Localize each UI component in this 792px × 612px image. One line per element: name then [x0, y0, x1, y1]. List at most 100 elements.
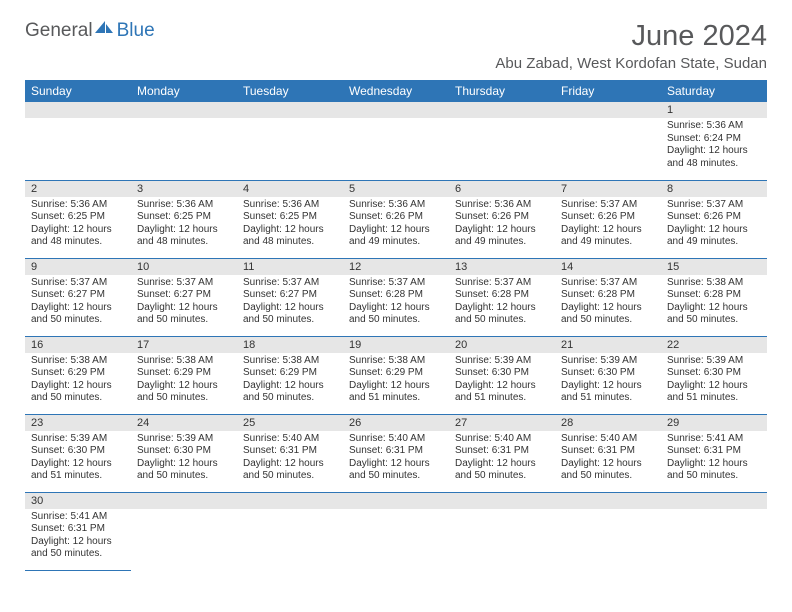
daylight-text: Daylight: 12 hours and 50 minutes. — [137, 380, 231, 405]
daylight-text: Daylight: 12 hours and 51 minutes. — [455, 380, 549, 405]
day-number: 16 — [25, 337, 131, 353]
sunset-text: Sunset: 6:25 PM — [243, 211, 337, 224]
calendar-day-cell: 23 Sunrise: 5:39 AMSunset: 6:30 PMDayligh… — [25, 414, 131, 492]
calendar-day-cell: 27Sunrise: 5:40 AMSunset: 6:31 PMDayligh… — [449, 414, 555, 492]
calendar-day-cell — [131, 102, 237, 180]
calendar-day-cell: 22Sunrise: 5:39 AMSunset: 6:30 PMDayligh… — [661, 336, 767, 414]
calendar-week-row: 1Sunrise: 5:36 AMSunset: 6:24 PMDaylight… — [25, 102, 767, 180]
day-number: 2 — [25, 181, 131, 197]
sunrise-text: Sunrise: 5:40 AM — [349, 433, 443, 446]
calendar-day-cell: 8Sunrise: 5:37 AMSunset: 6:26 PMDaylight… — [661, 180, 767, 258]
empty-day-header — [131, 102, 237, 118]
sunset-text: Sunset: 6:30 PM — [667, 367, 761, 380]
day-details: Sunrise: 5:40 AMSunset: 6:31 PMDaylight:… — [237, 431, 343, 487]
empty-day-header — [25, 102, 131, 118]
calendar-day-cell — [131, 492, 237, 570]
daylight-text: Daylight: 12 hours and 50 minutes. — [561, 458, 655, 483]
daylight-text: Daylight: 12 hours and 51 minutes. — [667, 380, 761, 405]
sunrise-text: Sunrise: 5:37 AM — [349, 277, 443, 290]
day-details: Sunrise: 5:37 AMSunset: 6:26 PMDaylight:… — [555, 197, 661, 253]
day-details: Sunrise: 5:38 AMSunset: 6:28 PMDaylight:… — [661, 275, 767, 331]
calendar-day-cell: 14Sunrise: 5:37 AMSunset: 6:28 PMDayligh… — [555, 258, 661, 336]
daylight-text: Daylight: 12 hours and 50 minutes. — [561, 302, 655, 327]
calendar-day-cell: 10Sunrise: 5:37 AMSunset: 6:27 PMDayligh… — [131, 258, 237, 336]
weekday-header: Friday — [555, 80, 661, 102]
day-number: 28 — [555, 415, 661, 431]
calendar-day-cell: 20Sunrise: 5:39 AMSunset: 6:30 PMDayligh… — [449, 336, 555, 414]
sunrise-text: Sunrise: 5:36 AM — [455, 199, 549, 212]
day-details: Sunrise: 5:40 AMSunset: 6:31 PMDaylight:… — [343, 431, 449, 487]
logo-text-general: General — [25, 20, 93, 42]
day-number: 23 — [25, 415, 131, 431]
day-number: 21 — [555, 337, 661, 353]
calendar-day-cell — [25, 102, 131, 180]
daylight-text: Daylight: 12 hours and 50 minutes. — [455, 302, 549, 327]
sunset-text: Sunset: 6:26 PM — [349, 211, 443, 224]
day-details: Sunrise: 5:40 AMSunset: 6:31 PMDaylight:… — [555, 431, 661, 487]
day-details: Sunrise: 5:36 AMSunset: 6:24 PMDaylight:… — [661, 118, 767, 174]
sunset-text: Sunset: 6:31 PM — [31, 523, 125, 536]
daylight-text: Daylight: 12 hours and 49 minutes. — [561, 224, 655, 249]
location-text: Abu Zabad, West Kordofan State, Sudan — [495, 55, 767, 72]
day-details: Sunrise: 5:38 AMSunset: 6:29 PMDaylight:… — [131, 353, 237, 409]
sunrise-text: Sunrise: 5:37 AM — [561, 277, 655, 290]
sunrise-text: Sunrise: 5:38 AM — [667, 277, 761, 290]
day-number: 4 — [237, 181, 343, 197]
calendar-day-cell — [343, 492, 449, 570]
day-details: Sunrise: 5:37 AMSunset: 6:28 PMDaylight:… — [555, 275, 661, 331]
sunrise-text: Sunrise: 5:41 AM — [667, 433, 761, 446]
calendar-day-cell: 26Sunrise: 5:40 AMSunset: 6:31 PMDayligh… — [343, 414, 449, 492]
sunset-text: Sunset: 6:30 PM — [31, 445, 125, 458]
daylight-text: Daylight: 12 hours and 50 minutes. — [349, 302, 443, 327]
sunset-text: Sunset: 6:28 PM — [561, 289, 655, 302]
sunrise-text: Sunrise: 5:39 AM — [667, 355, 761, 368]
sunrise-text: Sunrise: 5:40 AM — [455, 433, 549, 446]
calendar-day-cell — [449, 102, 555, 180]
day-number: 30 — [25, 493, 131, 509]
sunset-text: Sunset: 6:28 PM — [455, 289, 549, 302]
calendar-day-cell — [555, 102, 661, 180]
day-details: Sunrise: 5:37 AMSunset: 6:26 PMDaylight:… — [661, 197, 767, 253]
calendar-day-cell — [555, 492, 661, 570]
sunset-text: Sunset: 6:29 PM — [243, 367, 337, 380]
sunset-text: Sunset: 6:30 PM — [455, 367, 549, 380]
calendar-day-cell: 11Sunrise: 5:37 AMSunset: 6:27 PMDayligh… — [237, 258, 343, 336]
daylight-text: Daylight: 12 hours and 50 minutes. — [31, 302, 125, 327]
sunrise-text: Sunrise: 5:37 AM — [137, 277, 231, 290]
calendar-body: 1Sunrise: 5:36 AMSunset: 6:24 PMDaylight… — [25, 102, 767, 570]
calendar-day-cell: 17Sunrise: 5:38 AMSunset: 6:29 PMDayligh… — [131, 336, 237, 414]
day-details: Sunrise: 5:39 AMSunset: 6:30 PMDaylight:… — [131, 431, 237, 487]
daylight-text: Daylight: 12 hours and 51 minutes. — [31, 458, 125, 483]
day-number: 12 — [343, 259, 449, 275]
calendar-day-cell: 4Sunrise: 5:36 AMSunset: 6:25 PMDaylight… — [237, 180, 343, 258]
weekday-header: Monday — [131, 80, 237, 102]
day-details: Sunrise: 5:37 AMSunset: 6:28 PMDaylight:… — [449, 275, 555, 331]
calendar-day-cell: 25Sunrise: 5:40 AMSunset: 6:31 PMDayligh… — [237, 414, 343, 492]
daylight-text: Daylight: 12 hours and 48 minutes. — [31, 224, 125, 249]
empty-day-header — [449, 493, 555, 509]
calendar-week-row: 9Sunrise: 5:37 AMSunset: 6:27 PMDaylight… — [25, 258, 767, 336]
daylight-text: Daylight: 12 hours and 50 minutes. — [243, 302, 337, 327]
daylight-text: Daylight: 12 hours and 50 minutes. — [349, 458, 443, 483]
sunrise-text: Sunrise: 5:38 AM — [243, 355, 337, 368]
day-number: 24 — [131, 415, 237, 431]
header: General Blue June 2024 Abu Zabad, West K… — [25, 20, 767, 72]
sunset-text: Sunset: 6:29 PM — [349, 367, 443, 380]
sunset-text: Sunset: 6:29 PM — [137, 367, 231, 380]
calendar-day-cell: 13Sunrise: 5:37 AMSunset: 6:28 PMDayligh… — [449, 258, 555, 336]
sunset-text: Sunset: 6:29 PM — [31, 367, 125, 380]
sunrise-text: Sunrise: 5:39 AM — [561, 355, 655, 368]
day-number: 14 — [555, 259, 661, 275]
day-number: 13 — [449, 259, 555, 275]
day-number: 11 — [237, 259, 343, 275]
calendar-day-cell: 28Sunrise: 5:40 AMSunset: 6:31 PMDayligh… — [555, 414, 661, 492]
empty-day-header — [237, 102, 343, 118]
daylight-text: Daylight: 12 hours and 49 minutes. — [455, 224, 549, 249]
day-number: 17 — [131, 337, 237, 353]
sunset-text: Sunset: 6:24 PM — [667, 133, 761, 146]
daylight-text: Daylight: 12 hours and 48 minutes. — [243, 224, 337, 249]
calendar-table: Sunday Monday Tuesday Wednesday Thursday… — [25, 80, 767, 571]
sunrise-text: Sunrise: 5:39 AM — [31, 433, 125, 446]
sunset-text: Sunset: 6:26 PM — [561, 211, 655, 224]
day-details: Sunrise: 5:39 AMSunset: 6:30 PMDaylight:… — [661, 353, 767, 409]
